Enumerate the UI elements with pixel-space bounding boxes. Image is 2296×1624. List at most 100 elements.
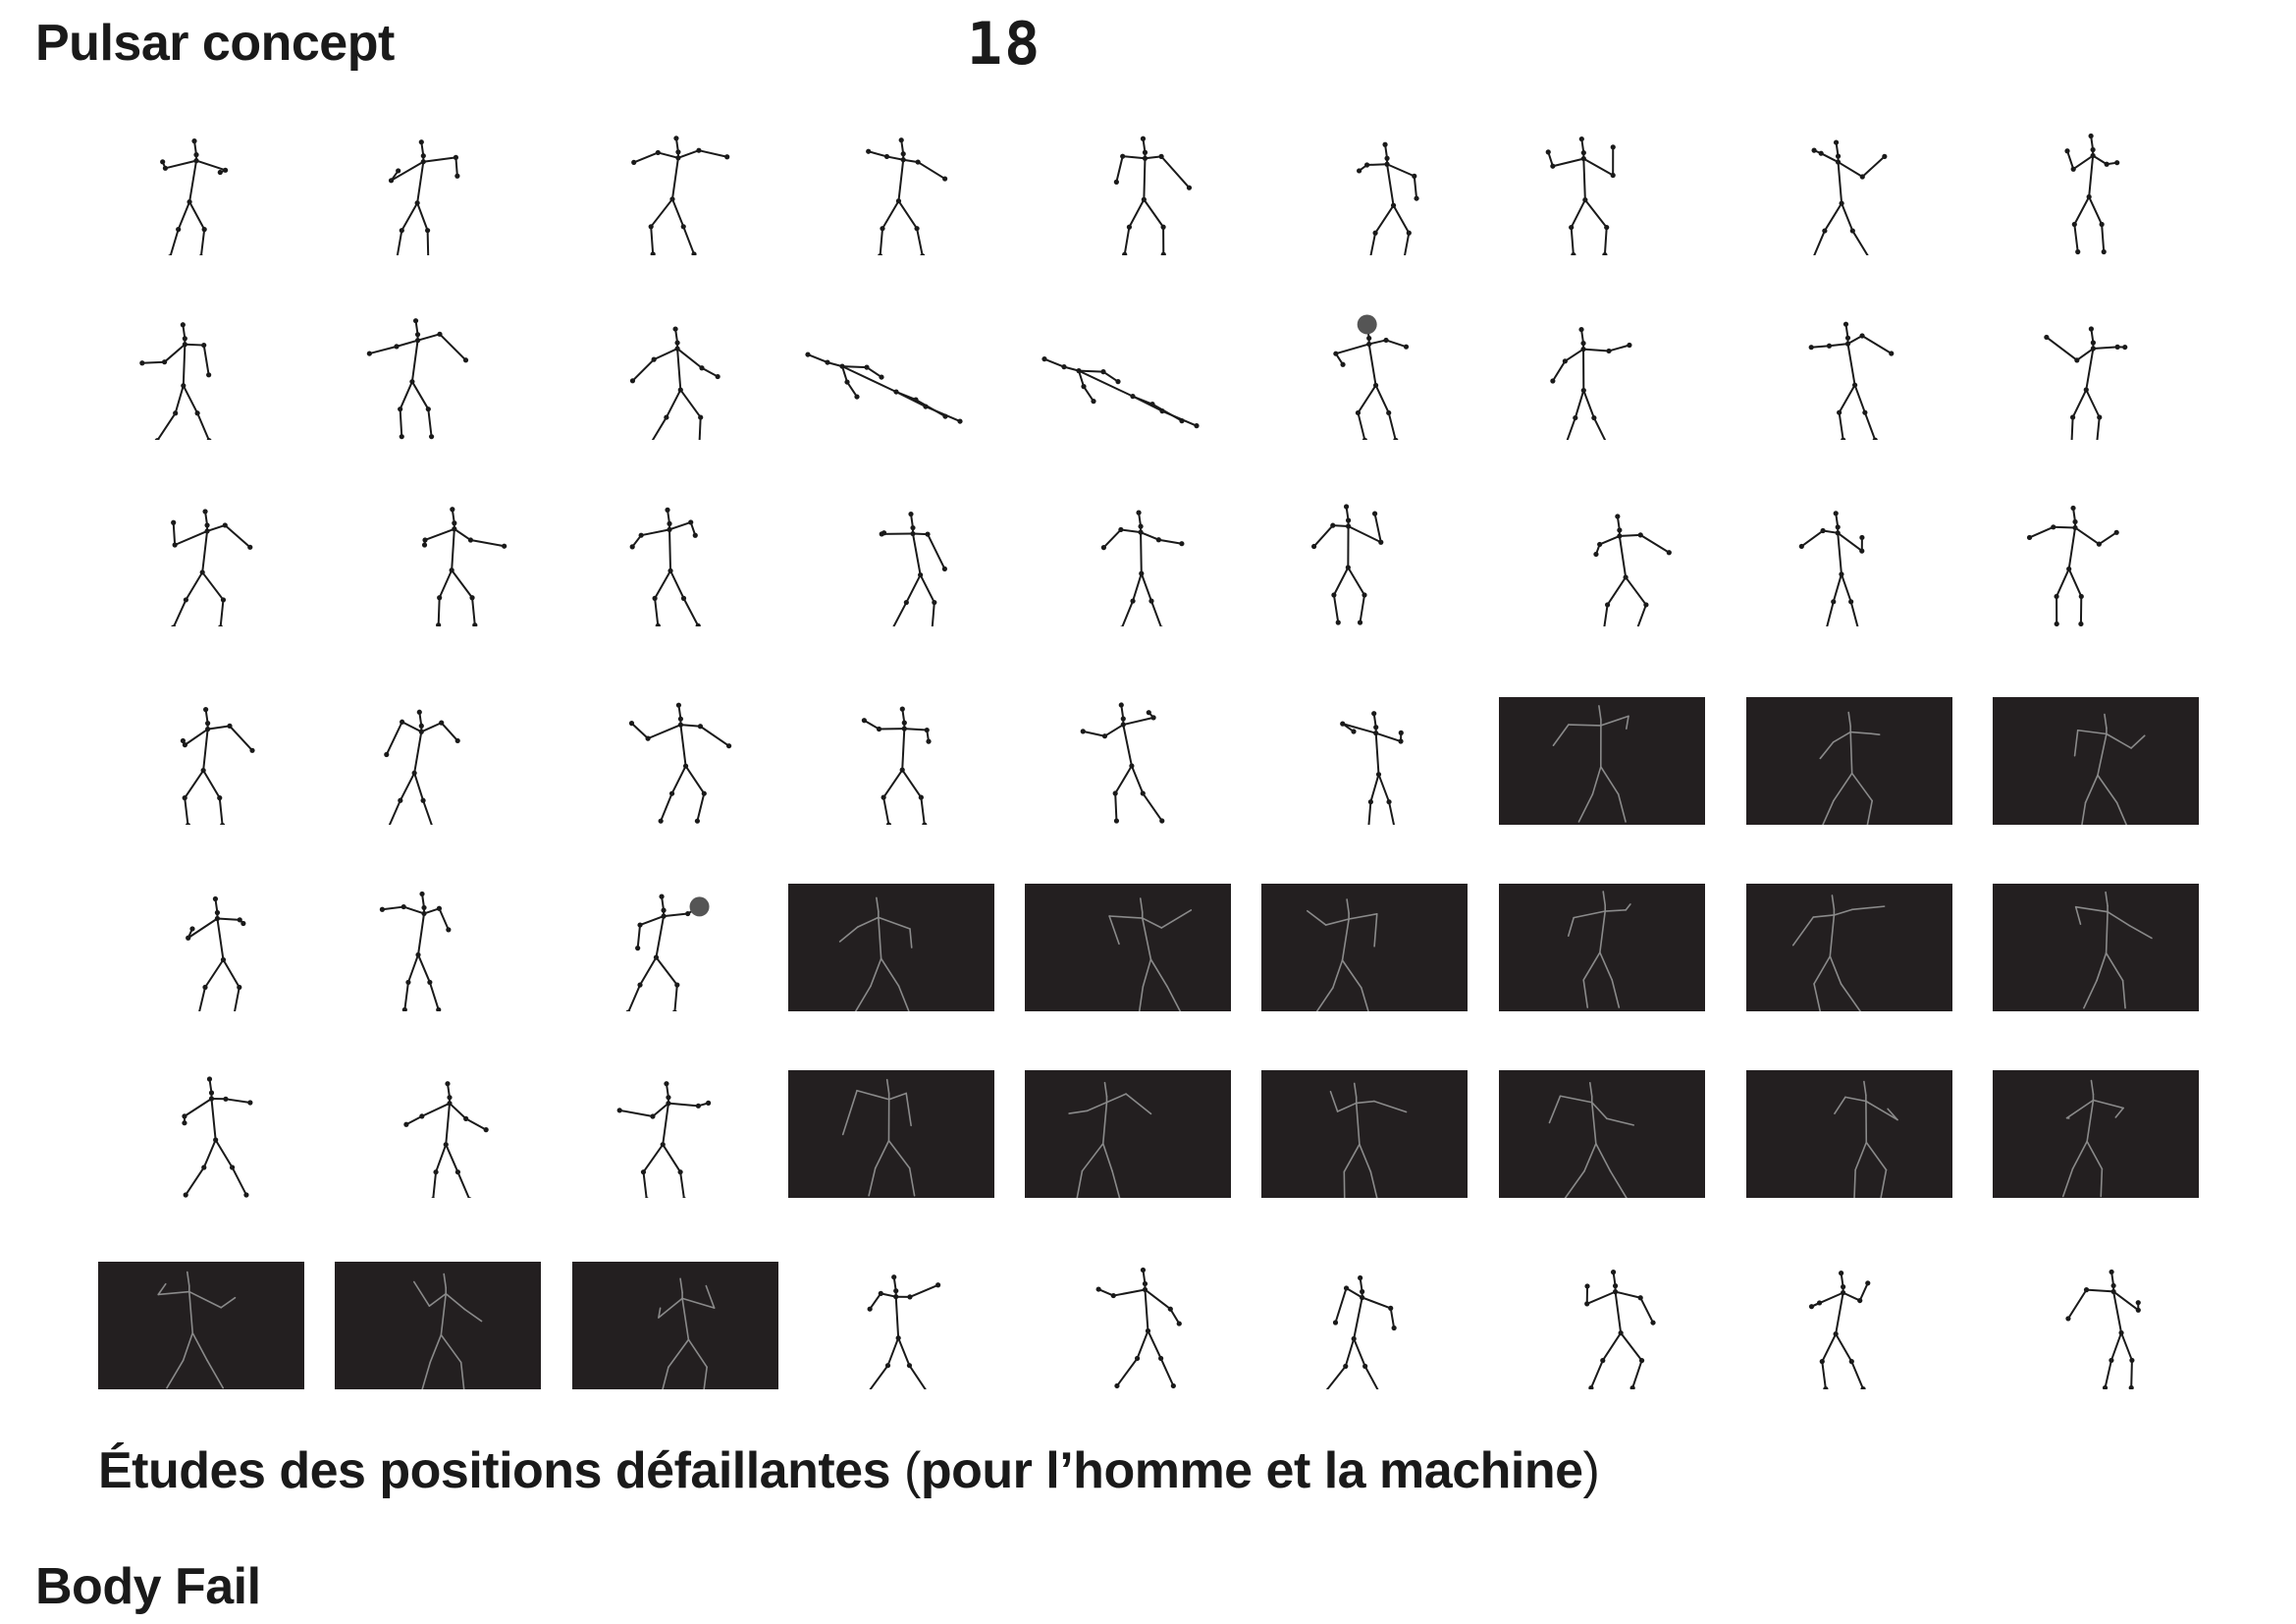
pose-frame: [1993, 499, 2199, 626]
pose-frame-dark: [788, 1070, 994, 1198]
stick-figure-icon: [805, 352, 963, 424]
pose-frame: [1025, 1262, 1231, 1389]
stick-figure-icon: [1333, 314, 1410, 440]
page-number: 18: [967, 10, 1042, 79]
pose-frame: [98, 884, 304, 1011]
pose-frame-dark: [788, 884, 994, 1011]
pose-frame: [335, 499, 541, 626]
stick-figure-icon: [879, 511, 947, 626]
caption-close-paren: ): [1582, 1442, 1600, 1499]
stick-figure-icon: [616, 1081, 712, 1198]
stick-figure-icon: [1548, 1081, 1634, 1198]
pose-frame: [1025, 128, 1231, 255]
caption-main: Études des positions défaillantes: [98, 1442, 891, 1499]
pose-frame-dark: [98, 1262, 304, 1389]
stick-figure-icon: [628, 702, 732, 824]
stick-figure-icon: [2073, 713, 2146, 825]
stick-figure-icon: [2026, 505, 2119, 626]
stick-figure-icon: [1545, 135, 1616, 255]
caption-open-paren: (: [903, 1442, 921, 1499]
stick-figure-icon: [1095, 1267, 1182, 1389]
stick-figure-icon: [658, 1277, 716, 1389]
stick-figure-icon: [384, 709, 460, 825]
pose-frame-dark: [572, 1262, 778, 1389]
stick-figure-icon: [171, 509, 253, 626]
stick-figure-icon: [388, 139, 460, 255]
stick-figure-icon: [157, 1271, 237, 1389]
pose-frame: [98, 1070, 304, 1198]
stick-figure-icon: [182, 1076, 253, 1198]
pose-frame: [1993, 312, 2199, 440]
pose-frame: [1993, 128, 2199, 255]
stick-figure-icon: [867, 1274, 941, 1389]
stick-figure-icon: [1550, 326, 1632, 440]
pose-frame-dark: [1746, 697, 1952, 825]
pose-frame: [1746, 128, 1952, 255]
pose-frame: [788, 499, 994, 626]
pose-frame: [98, 697, 304, 825]
stick-figure-icon: [1552, 705, 1629, 823]
section-title: Body Fail: [35, 1558, 261, 1615]
pose-frame: [572, 128, 778, 255]
pose-frame: [1261, 697, 1468, 825]
pose-frame: [572, 884, 778, 1011]
pose-frame: [1261, 128, 1468, 255]
stick-figure-icon: [1307, 898, 1378, 1011]
pose-frame-dark: [1261, 1070, 1468, 1198]
pose-frame-dark: [1993, 1070, 2199, 1198]
pose-frame-dark: [1025, 1070, 1231, 1198]
stick-figure-icon: [1068, 1081, 1152, 1198]
stick-figure-icon: [186, 895, 246, 1011]
pose-frame: [572, 499, 778, 626]
stick-figure-icon: [1567, 891, 1631, 1008]
pose-frame: [788, 697, 994, 825]
pose-frame-dark: [1499, 1070, 1705, 1198]
pose-frame: [1499, 128, 1705, 255]
stick-figure-icon: [1791, 894, 1886, 1011]
stick-figure-icon: [861, 706, 932, 825]
stick-figure-icon: [180, 707, 255, 825]
stick-figure-icon: [2074, 891, 2153, 1009]
stick-figure-icon: [1310, 504, 1384, 625]
stick-figure-icon: [838, 896, 913, 1011]
pose-frame: [572, 697, 778, 825]
stick-figure-icon: [629, 326, 721, 440]
pose-frame-dark: [1261, 884, 1468, 1011]
stick-figure-icon: [2064, 133, 2120, 255]
pose-frame: [1746, 499, 1952, 626]
stick-figure-icon: [160, 138, 229, 255]
stick-figure-icon: [1357, 141, 1419, 255]
pose-frame: [335, 697, 541, 825]
stick-figure-icon: [1041, 356, 1200, 429]
pose-frame: [1025, 697, 1231, 825]
pose-frame: [1499, 499, 1705, 626]
pose-frame: [335, 128, 541, 255]
pose-frame-dark: [1993, 697, 2199, 825]
stick-figure-icon: [1798, 511, 1865, 626]
stick-figure-icon: [2044, 326, 2128, 440]
pose-frame-dark: [335, 1262, 541, 1389]
stick-figure-icon: [366, 318, 469, 440]
pose-frame: [1746, 312, 1952, 440]
pose-frame: [1746, 1262, 1952, 1389]
pose-frame: [1261, 312, 1468, 440]
stick-figure-icon: [631, 135, 730, 255]
pose-frame: [98, 128, 304, 255]
pose-frame: [788, 312, 994, 440]
pose-frame: [1025, 499, 1231, 626]
stick-figure-icon: [1113, 135, 1193, 255]
stick-figure-icon: [403, 1081, 489, 1198]
document-title: Pulsar concept: [35, 15, 395, 72]
stick-figure-icon: [629, 507, 701, 626]
stick-figure-icon: [625, 893, 710, 1011]
stick-figure-icon: [1593, 514, 1672, 626]
pose-frame-dark: [1993, 884, 2199, 1011]
stick-figure-icon: [2065, 1269, 2141, 1389]
pose-frame-dark: [1499, 697, 1705, 825]
pose-frame: [1261, 1262, 1468, 1389]
stick-figure-icon: [1808, 1271, 1871, 1389]
pose-frame: [572, 312, 778, 440]
pose-frame-dark: [1746, 884, 1952, 1011]
stick-figure-icon: [1080, 702, 1165, 824]
